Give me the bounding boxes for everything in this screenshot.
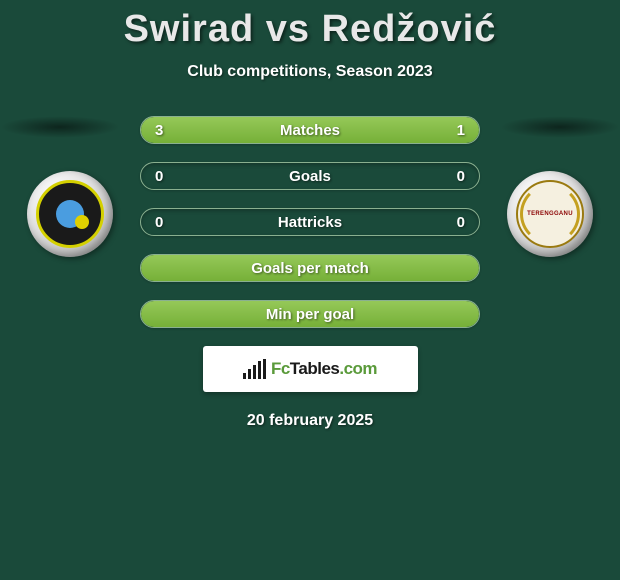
team-badge-left [27, 171, 113, 257]
logo-chart-icon [243, 359, 266, 379]
date-text: 20 february 2025 [0, 412, 620, 430]
team-crest-right: TERENGGANU [516, 180, 584, 248]
stat-label: Min per goal [141, 306, 479, 323]
player2-name: Redžović [322, 8, 497, 50]
team-badge-right: TERENGGANU [507, 171, 593, 257]
logo-text: FcTables.com [271, 359, 377, 379]
vs-text: vs [266, 8, 310, 50]
logo-suffix: .com [339, 359, 377, 378]
stats-content: TERENGGANU 31Matches 00Goals 00Hattricks Go… [0, 116, 620, 430]
comparison-title: Swirad vs Redžović [0, 0, 620, 51]
stat-bar: 00Goals [140, 162, 480, 190]
fctables-logo[interactable]: FcTables.com [203, 346, 418, 392]
stat-bar: Min per goal [140, 300, 480, 328]
stat-bar: Goals per match [140, 254, 480, 282]
team-crest-left [36, 180, 104, 248]
stat-bar: 31Matches [140, 116, 480, 144]
stat-label: Goals [141, 168, 479, 185]
shadow-ellipse-right [500, 116, 620, 138]
stat-label: Matches [141, 122, 479, 139]
logo-main: Tables [290, 359, 340, 378]
stat-label: Goals per match [141, 260, 479, 277]
logo-prefix: Fc [271, 359, 290, 378]
stat-bar: 00Hattricks [140, 208, 480, 236]
stat-label: Hattricks [141, 214, 479, 231]
shadow-ellipse-left [0, 116, 120, 138]
subtitle: Club competitions, Season 2023 [0, 63, 620, 81]
stats-bars: 31Matches 00Goals 00Hattricks Goals per mat… [140, 116, 480, 328]
player1-name: Swirad [124, 8, 255, 50]
badge-right-text: TERENGGANU [527, 211, 573, 217]
